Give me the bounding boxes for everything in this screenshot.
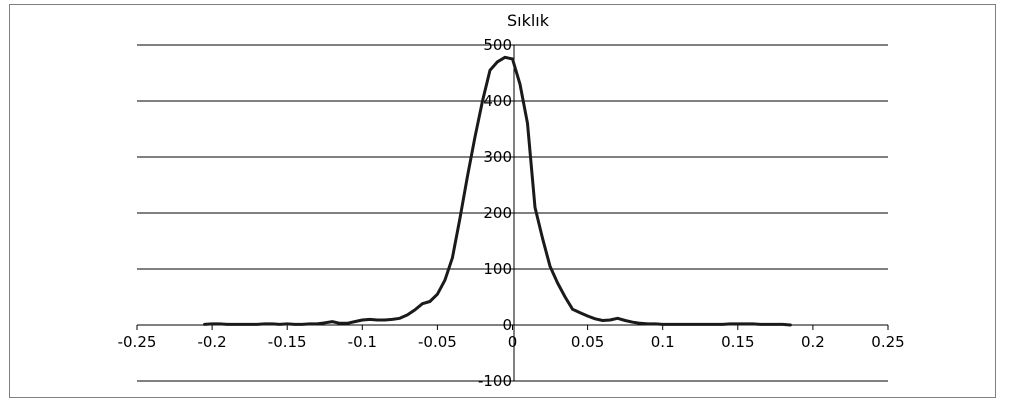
x-tick-label: -0.2 bbox=[197, 333, 226, 351]
y-tick-label: 500 bbox=[483, 36, 512, 54]
x-tick-label: -0.25 bbox=[118, 333, 157, 351]
chart-frame: -100 0 100 200 300 400 500 -0.25 -0.2 -0.15 -0.1-… bbox=[9, 4, 996, 398]
x-tick-label: 0 bbox=[508, 333, 518, 351]
x-tick-label: 0.15 bbox=[721, 333, 754, 351]
y-tick-label: -100 bbox=[478, 372, 512, 390]
x-tick-label: 0.25 bbox=[871, 333, 904, 351]
x-tick-label: 0.1 bbox=[651, 333, 675, 351]
x-tick-label: 0.2 bbox=[801, 333, 825, 351]
series-layer bbox=[203, 55, 792, 327]
series-line-0 bbox=[203, 55, 792, 327]
chart-title: Sıklık bbox=[507, 11, 550, 30]
y-tick-label: 100 bbox=[483, 260, 512, 278]
x-tick-label: 0.05 bbox=[571, 333, 604, 351]
y-tick-labels: -100 0 100 200 300 400 500 bbox=[478, 36, 512, 390]
y-tick-label: 200 bbox=[483, 204, 512, 222]
x-tick-label: -0.05 bbox=[418, 333, 457, 351]
x-tick-label: -0.15 bbox=[268, 333, 307, 351]
y-tick-label: 0 bbox=[502, 316, 512, 334]
y-tick-label: 400 bbox=[483, 92, 512, 110]
x-tick-label: -0.1 bbox=[348, 333, 377, 351]
y-tick-label: 300 bbox=[483, 148, 512, 166]
x-tick-labels: -0.25 -0.2 -0.15 -0.1 -0.05 0 0.05 0.1 0.15 0.2 0.… bbox=[118, 333, 905, 351]
